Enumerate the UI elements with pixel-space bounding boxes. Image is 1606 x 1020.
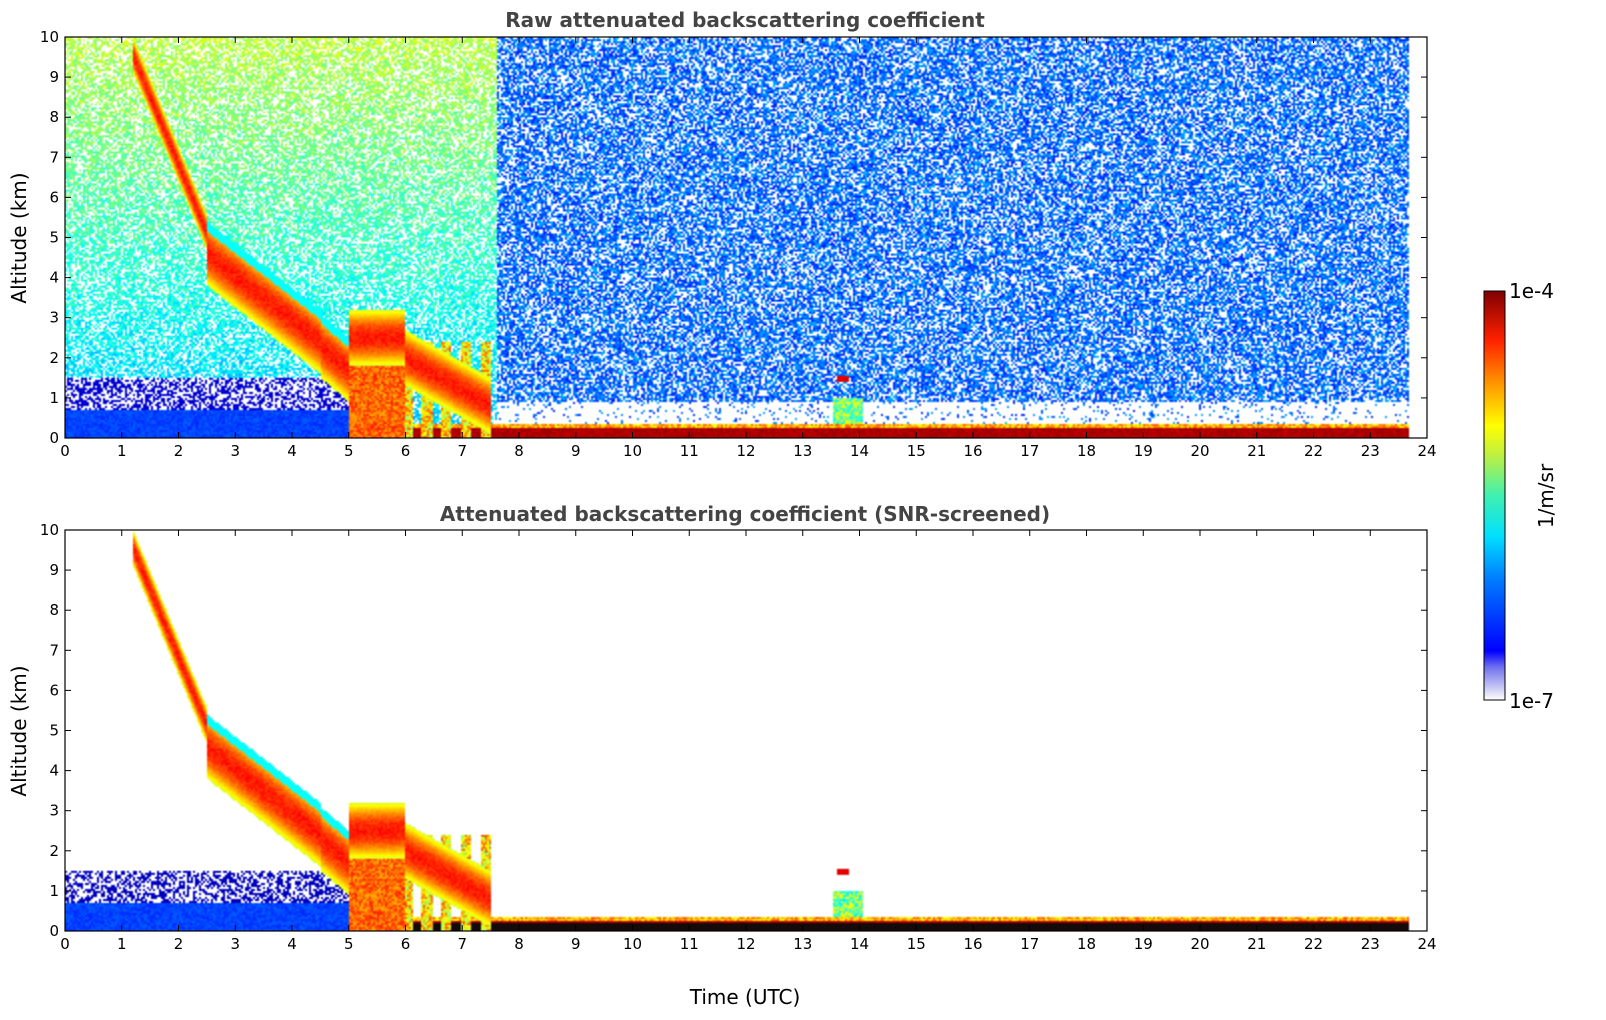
x-tick-label: 19 <box>1134 935 1153 953</box>
x-tick-label: 1 <box>117 442 127 460</box>
x-tick-label: 5 <box>344 442 354 460</box>
x-tick-label: 3 <box>230 442 240 460</box>
x-tick-label: 9 <box>571 935 581 953</box>
panel-screened-heatmap <box>65 530 1427 931</box>
x-tick-label: 2 <box>174 442 184 460</box>
y-tick-label: 10 <box>40 28 59 46</box>
x-tick-label: 8 <box>514 935 524 953</box>
colorbar-min-label: 1e-7 <box>1509 689 1554 713</box>
x-tick-label: 13 <box>793 935 812 953</box>
x-tick-label: 17 <box>1020 935 1039 953</box>
panel-screened-y-axis-label: Altitude (km) <box>7 665 31 796</box>
colorbar: 1e-4 1e-7 1/m/sr <box>1483 279 1558 713</box>
panel-screened: Attenuated backscattering coefficient (S… <box>7 502 1437 1009</box>
y-tick-label: 5 <box>49 229 59 247</box>
panel-raw-title: Raw attenuated backscattering coefficien… <box>505 8 985 32</box>
panel-screened-plot-area <box>65 530 1427 931</box>
x-tick-label: 4 <box>287 442 297 460</box>
y-tick-label: 8 <box>49 601 59 619</box>
y-tick-label: 9 <box>49 68 59 86</box>
x-tick-label: 14 <box>850 935 869 953</box>
x-tick-label: 12 <box>736 935 755 953</box>
x-tick-label: 20 <box>1190 935 1209 953</box>
x-tick-label: 2 <box>174 935 184 953</box>
x-tick-label: 11 <box>680 442 699 460</box>
x-tick-label: 0 <box>60 442 70 460</box>
x-tick-label: 13 <box>793 442 812 460</box>
x-tick-label: 23 <box>1361 935 1380 953</box>
panel-raw-y-ticks: 0 1 2 3 4 5 6 7 8 9 10 <box>40 28 1427 447</box>
x-tick-label: 1 <box>117 935 127 953</box>
x-tick-label: 18 <box>1077 442 1096 460</box>
y-tick-label: 5 <box>49 722 59 740</box>
y-tick-label: 7 <box>49 148 59 166</box>
x-tick-label: 24 <box>1417 935 1436 953</box>
y-tick-label: 4 <box>49 269 59 287</box>
panel-screened-x-ticks: 0 1 2 3 4 5 6 7 8 9 10 11 12 13 14 15 16 17 18 19 20 21 22 23 24 <box>60 530 1437 953</box>
panel-raw: Raw attenuated backscattering coefficien… <box>7 8 1437 460</box>
x-tick-label: 7 <box>457 935 467 953</box>
x-tick-label: 22 <box>1304 442 1323 460</box>
panel-raw-y-axis-label: Altitude (km) <box>7 172 31 303</box>
y-tick-label: 0 <box>49 922 59 940</box>
x-tick-label: 21 <box>1247 442 1266 460</box>
x-tick-label: 4 <box>287 935 297 953</box>
y-tick-label: 2 <box>49 349 59 367</box>
panel-screened-x-axis-label: Time (UTC) <box>689 985 801 1009</box>
y-tick-label: 3 <box>49 309 59 327</box>
x-tick-label: 20 <box>1190 442 1209 460</box>
x-tick-label: 6 <box>401 442 411 460</box>
panel-raw-heatmap <box>65 37 1427 438</box>
x-tick-label: 11 <box>680 935 699 953</box>
panel-raw-x-ticks: 0 1 2 3 4 5 6 7 8 9 10 11 12 13 14 15 16 17 18 19 20 21 22 23 24 <box>60 37 1437 460</box>
y-tick-label: 1 <box>49 882 59 900</box>
x-tick-label: 10 <box>623 935 642 953</box>
y-tick-label: 4 <box>49 762 59 780</box>
x-tick-label: 16 <box>963 935 982 953</box>
panel-raw-plot-area <box>65 37 1427 438</box>
x-tick-label: 21 <box>1247 935 1266 953</box>
x-tick-label: 24 <box>1417 442 1436 460</box>
x-tick-label: 8 <box>514 442 524 460</box>
x-tick-label: 12 <box>736 442 755 460</box>
panel-screened-title: Attenuated backscattering coefficient (S… <box>440 502 1050 526</box>
y-tick-label: 7 <box>49 641 59 659</box>
x-tick-label: 15 <box>907 935 926 953</box>
x-tick-label: 9 <box>571 442 581 460</box>
x-tick-label: 7 <box>457 442 467 460</box>
x-tick-label: 17 <box>1020 442 1039 460</box>
y-tick-label: 2 <box>49 842 59 860</box>
x-tick-label: 10 <box>623 442 642 460</box>
y-tick-label: 3 <box>49 802 59 820</box>
y-tick-label: 9 <box>49 561 59 579</box>
x-tick-label: 19 <box>1134 442 1153 460</box>
x-tick-label: 6 <box>401 935 411 953</box>
x-tick-label: 0 <box>60 935 70 953</box>
y-tick-label: 10 <box>40 521 59 539</box>
x-tick-label: 18 <box>1077 935 1096 953</box>
y-tick-label: 8 <box>49 108 59 126</box>
colorbar-unit-label: 1/m/sr <box>1534 463 1558 528</box>
colorbar-max-label: 1e-4 <box>1509 279 1554 303</box>
y-tick-label: 0 <box>49 429 59 447</box>
x-tick-label: 22 <box>1304 935 1323 953</box>
y-tick-label: 6 <box>49 681 59 699</box>
x-tick-label: 3 <box>230 935 240 953</box>
x-tick-label: 15 <box>907 442 926 460</box>
y-tick-label: 1 <box>49 389 59 407</box>
x-tick-label: 5 <box>344 935 354 953</box>
panel-screened-y-ticks: 0 1 2 3 4 5 6 7 8 9 10 <box>40 521 1427 940</box>
x-tick-label: 16 <box>963 442 982 460</box>
colorbar-scale <box>1483 290 1506 701</box>
y-tick-label: 6 <box>49 188 59 206</box>
x-tick-label: 23 <box>1361 442 1380 460</box>
x-tick-label: 14 <box>850 442 869 460</box>
